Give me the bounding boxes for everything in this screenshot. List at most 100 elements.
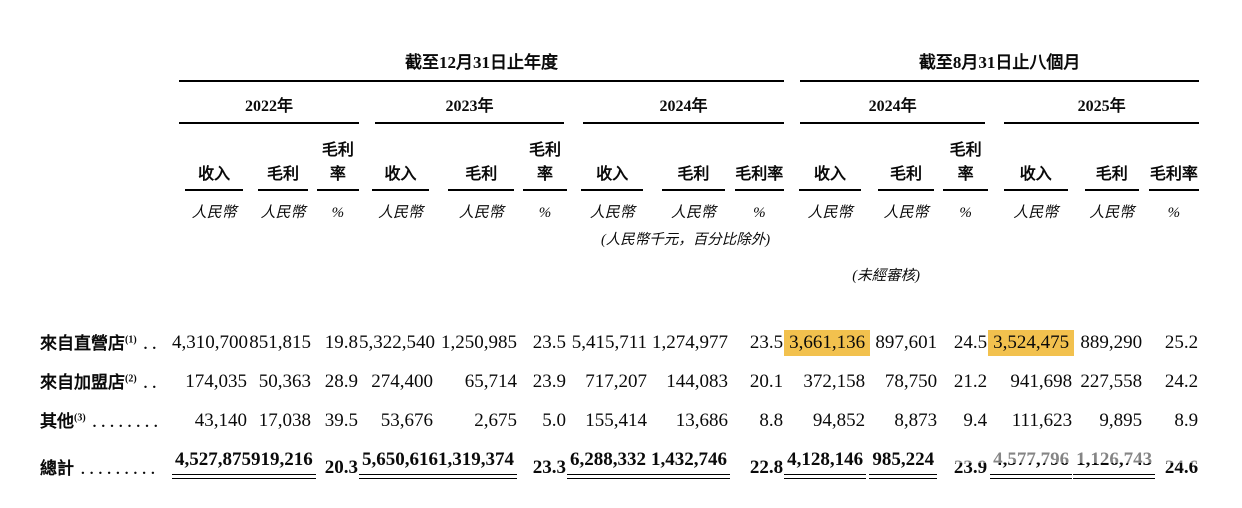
- unit-percent: %: [331, 205, 345, 221]
- corner-spacer: [40, 40, 172, 82]
- colhead-gross-margin: 毛利率: [943, 124, 989, 191]
- cell-8m2024-gross-margin: 21.2: [953, 371, 988, 392]
- cell-2024-revenue: 155,414: [585, 410, 647, 431]
- cell-2023-gross-profit: 2,675: [474, 410, 517, 431]
- table-row-total: 總計......... 4,527,875 919,216 20.3 5,650…: [40, 432, 1199, 479]
- cell-2024-revenue: 717,207: [585, 371, 647, 392]
- unit-spacer: [40, 191, 172, 222]
- cell-2022-gross-profit: 17,038: [258, 410, 311, 431]
- colhead-gross-profit: 毛利: [1084, 148, 1140, 191]
- cell-8m2024-gross-profit: 897,601: [875, 332, 938, 353]
- total-8m2024-revenue: 4,128,146: [784, 432, 867, 479]
- total-2024-revenue: 6,288,332: [567, 432, 649, 479]
- colhead-gross-margin: 毛利率: [522, 124, 567, 191]
- cell-8m2025-gross-margin: 24.2: [1164, 371, 1199, 392]
- dot-leader: ..: [143, 337, 162, 353]
- cell-8m2024-gross-margin: 9.4: [963, 410, 988, 431]
- total-8m2024-gross-profit: 985,224: [866, 432, 938, 479]
- colhead-revenue: 收入: [372, 148, 429, 191]
- cell-2023-gross-margin: 23.5: [532, 332, 566, 353]
- row-label: 其他(3)........: [40, 412, 163, 431]
- note-spacer: [784, 222, 1199, 249]
- cell-2022-gross-profit: 50,363: [258, 371, 311, 392]
- cell-8m2025-revenue: 941,698: [1010, 371, 1073, 392]
- unaudited-note-row: (未經審核): [40, 249, 1199, 285]
- cell-2023-gross-margin: 5.0: [542, 410, 566, 431]
- period-header-row: 截至12月31日止年度 截至8月31日止八個月: [40, 40, 1200, 82]
- column-header-row: 收入 毛利 毛利率 收入 毛利 毛利率 收入 毛利 毛利率 收入 毛利 毛利率 …: [40, 124, 1200, 191]
- highlight-marker: 3,524,475: [988, 330, 1075, 356]
- total-8m2025-gross-profit: 1,126,743: [1073, 432, 1156, 479]
- unit-rmb: 人民幣: [589, 205, 635, 221]
- cell-8m2024-revenue: 94,852: [812, 410, 866, 431]
- cell-2023-revenue: 53,676: [380, 410, 433, 431]
- total-2022-gross-profit: 919,216: [248, 432, 316, 479]
- cell-2023-revenue: 274,400: [371, 371, 433, 392]
- highlight-marker: 3,661,136: [784, 330, 871, 356]
- cell-2022-revenue: 174,035: [185, 371, 247, 392]
- unit-rmb: 人民幣: [670, 205, 716, 221]
- total-8m2025-revenue: 4,577,796: [988, 432, 1073, 479]
- unit-percent: %: [753, 205, 766, 221]
- cell-2024-gross-profit: 13,686: [675, 410, 728, 431]
- cell-8m2024-gross-profit: 8,873: [894, 410, 938, 431]
- cell-8m2024-gross-profit: 78,750: [884, 371, 938, 392]
- cell-8m2025-gross-profit: 9,895: [1099, 410, 1143, 431]
- cell-2024-gross-margin: 23.5: [749, 332, 784, 353]
- colhead-gross-profit: 毛利: [258, 148, 308, 191]
- total-2023-revenue: 5,650,616: [359, 432, 441, 479]
- cell-8m2025-gross-profit: 889,290: [1080, 332, 1143, 353]
- cell-8m2025-revenue: 111,623: [1011, 410, 1073, 431]
- colhead-gross-profit: 毛利: [448, 148, 514, 191]
- colhead-gross-profit: 毛利: [877, 148, 935, 191]
- cell-2023-gross-profit: 65,714: [464, 371, 517, 392]
- note-spacer: [40, 222, 567, 249]
- cell-2023-gross-profit: 1,250,985: [441, 332, 517, 353]
- cell-2022-gross-margin: 39.5: [324, 410, 358, 431]
- unit-rmb: 人民幣: [1089, 205, 1135, 221]
- year-2022: 2022年: [179, 82, 359, 124]
- cell-8m2024-revenue-highlighted: 3,661,136: [784, 315, 871, 356]
- colhead-revenue: 收入: [1003, 148, 1069, 191]
- unit-rmb: 人民幣: [458, 205, 504, 221]
- cell-2022-gross-margin: 28.9: [324, 371, 358, 392]
- unit-percent: %: [1167, 205, 1181, 221]
- spacer-row: [40, 285, 1199, 315]
- colhead-gross-margin: 毛利率: [316, 124, 359, 191]
- dot-leader: ..: [143, 376, 162, 392]
- total-2024-gross-profit: 1,432,746: [648, 432, 730, 479]
- total-2023-gross-profit: 1,319,374: [434, 432, 518, 479]
- cell-2022-gross-profit: 851,815: [249, 332, 311, 353]
- dot-leader: ........: [92, 415, 163, 431]
- unit-percent: %: [959, 205, 972, 221]
- colhead-spacer: [40, 124, 172, 191]
- year-8m-2024: 2024年: [800, 82, 986, 124]
- unit-rmb: 人民幣: [377, 205, 423, 221]
- cell-2023-gross-margin: 23.9: [532, 371, 566, 392]
- unit-rmb: 人民幣: [191, 205, 237, 221]
- colhead-gross-margin: 毛利率: [1148, 148, 1200, 191]
- revenue-gross-profit-table: 截至12月31日止年度 截至8月31日止八個月 2022年 2023年 2024…: [40, 40, 1200, 479]
- cell-8m2025-gross-margin: 8.9: [1174, 410, 1199, 431]
- cell-2022-revenue: 43,140: [194, 410, 247, 431]
- period-header-eight-months: 截至8月31日止八個月: [800, 40, 1200, 82]
- table-row-direct-stores: 來自直營店(1).. 4,310,700 851,815 19.8 5,322,…: [40, 315, 1199, 356]
- units-note: (人民幣千元，百分比除外): [600, 232, 771, 248]
- unit-rmb: 人民幣: [1013, 205, 1059, 221]
- total-2022-gross-margin: 20.3: [324, 457, 358, 478]
- cell-8m2025-gross-margin: 25.2: [1164, 332, 1199, 353]
- total-2024-gross-margin: 22.8: [749, 457, 784, 478]
- row-label: 來自加盟店(2)..: [40, 373, 162, 392]
- table-row-others: 其他(3)........ 43,140 17,038 39.5 53,676 …: [40, 393, 1199, 432]
- cell-2024-gross-margin: 20.1: [749, 371, 784, 392]
- dot-leader: .........: [81, 462, 160, 478]
- table-row-franchised-stores: 來自加盟店(2).. 174,035 50,363 28.9 274,400 6…: [40, 354, 1199, 393]
- period-header-annual: 截至12月31日止年度: [179, 40, 785, 82]
- colhead-revenue: 收入: [185, 148, 243, 191]
- total-2023-gross-margin: 23.3: [532, 457, 566, 478]
- unit-row: 人民幣 人民幣 % 人民幣 人民幣 % 人民幣 人民幣 % 人民幣 人民幣 % …: [40, 191, 1199, 222]
- cell-2024-gross-profit: 144,083: [666, 371, 728, 392]
- unaudited-note: (未經審核): [852, 268, 920, 284]
- unit-percent: %: [538, 205, 552, 221]
